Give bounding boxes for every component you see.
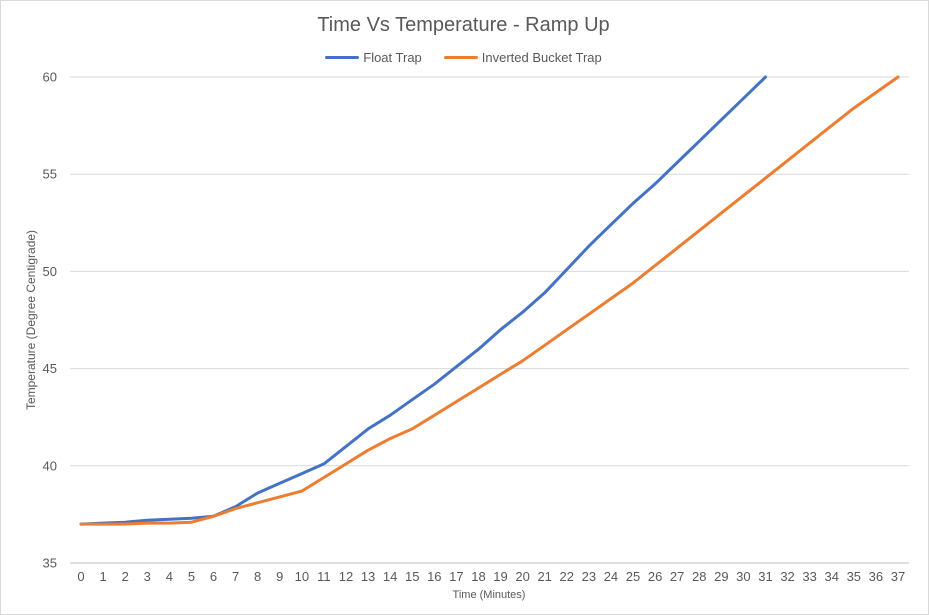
legend: Float Trap Inverted Bucket Trap: [0, 50, 927, 65]
x-tick-label: 11: [317, 569, 331, 584]
x-tick-label: 36: [869, 569, 883, 584]
x-tick-label: 14: [383, 569, 397, 584]
x-tick-label: 28: [692, 569, 706, 584]
y-tick-label: 45: [43, 361, 57, 376]
x-tick-label: 16: [427, 569, 441, 584]
x-tick-label: 18: [471, 569, 485, 584]
x-tick-label: 31: [758, 569, 772, 584]
x-tick-label: 3: [144, 569, 151, 584]
x-tick-label: 27: [670, 569, 684, 584]
x-tick-label: 6: [210, 569, 217, 584]
legend-label-float-trap: Float Trap: [363, 50, 422, 65]
x-tick-label: 5: [188, 569, 195, 584]
x-tick-label: 34: [824, 569, 838, 584]
x-tick-label: 2: [122, 569, 129, 584]
x-tick-label: 32: [780, 569, 794, 584]
x-tick-label: 24: [604, 569, 618, 584]
x-tick-label: 22: [560, 569, 574, 584]
x-tick-label: 25: [626, 569, 640, 584]
x-tick-label: 37: [891, 569, 905, 584]
x-tick-label: 19: [493, 569, 507, 584]
y-tick-label: 55: [43, 167, 57, 182]
x-tick-label: 15: [405, 569, 419, 584]
x-tick-label: 0: [77, 569, 84, 584]
y-tick-label: 50: [43, 264, 57, 279]
x-tick-label: 17: [449, 569, 463, 584]
x-axis-title: Time (Minutes): [452, 589, 526, 601]
legend-swatch-float-trap: [325, 56, 360, 59]
y-tick-label: 35: [43, 556, 57, 571]
legend-swatch-inverted-bucket-trap: [443, 56, 478, 59]
x-tick-label: 4: [166, 569, 173, 584]
x-tick-label: 12: [339, 569, 353, 584]
y-tick-label: 40: [43, 458, 57, 473]
x-tick-label: 21: [537, 569, 551, 584]
series-line-float-trap: [79, 75, 767, 526]
x-tick-label: 7: [232, 569, 239, 584]
x-tick-label: 9: [276, 569, 283, 584]
x-tick-label: 1: [100, 569, 107, 584]
legend-item-inverted-bucket-trap: Inverted Bucket Trap: [443, 50, 602, 65]
x-tick-label: 29: [714, 569, 728, 584]
y-tick-label: 60: [43, 70, 57, 85]
legend-label-inverted-bucket-trap: Inverted Bucket Trap: [481, 50, 602, 65]
chart-title: Time Vs Temperature - Ramp Up: [317, 14, 610, 36]
x-tick-label: 13: [361, 569, 375, 584]
x-tick-label: 20: [515, 569, 529, 584]
x-tick-label: 30: [736, 569, 750, 584]
series-line-inverted-bucket-trap: [79, 75, 900, 526]
legend-item-float-trap: Float Trap: [325, 50, 422, 65]
x-tick-label: 33: [802, 569, 816, 584]
x-tick-label: 26: [648, 569, 662, 584]
x-tick-label: 35: [847, 569, 861, 584]
x-tick-label: 8: [254, 569, 261, 584]
x-tick-label: 10: [295, 569, 309, 584]
x-tick-label: 23: [582, 569, 596, 584]
